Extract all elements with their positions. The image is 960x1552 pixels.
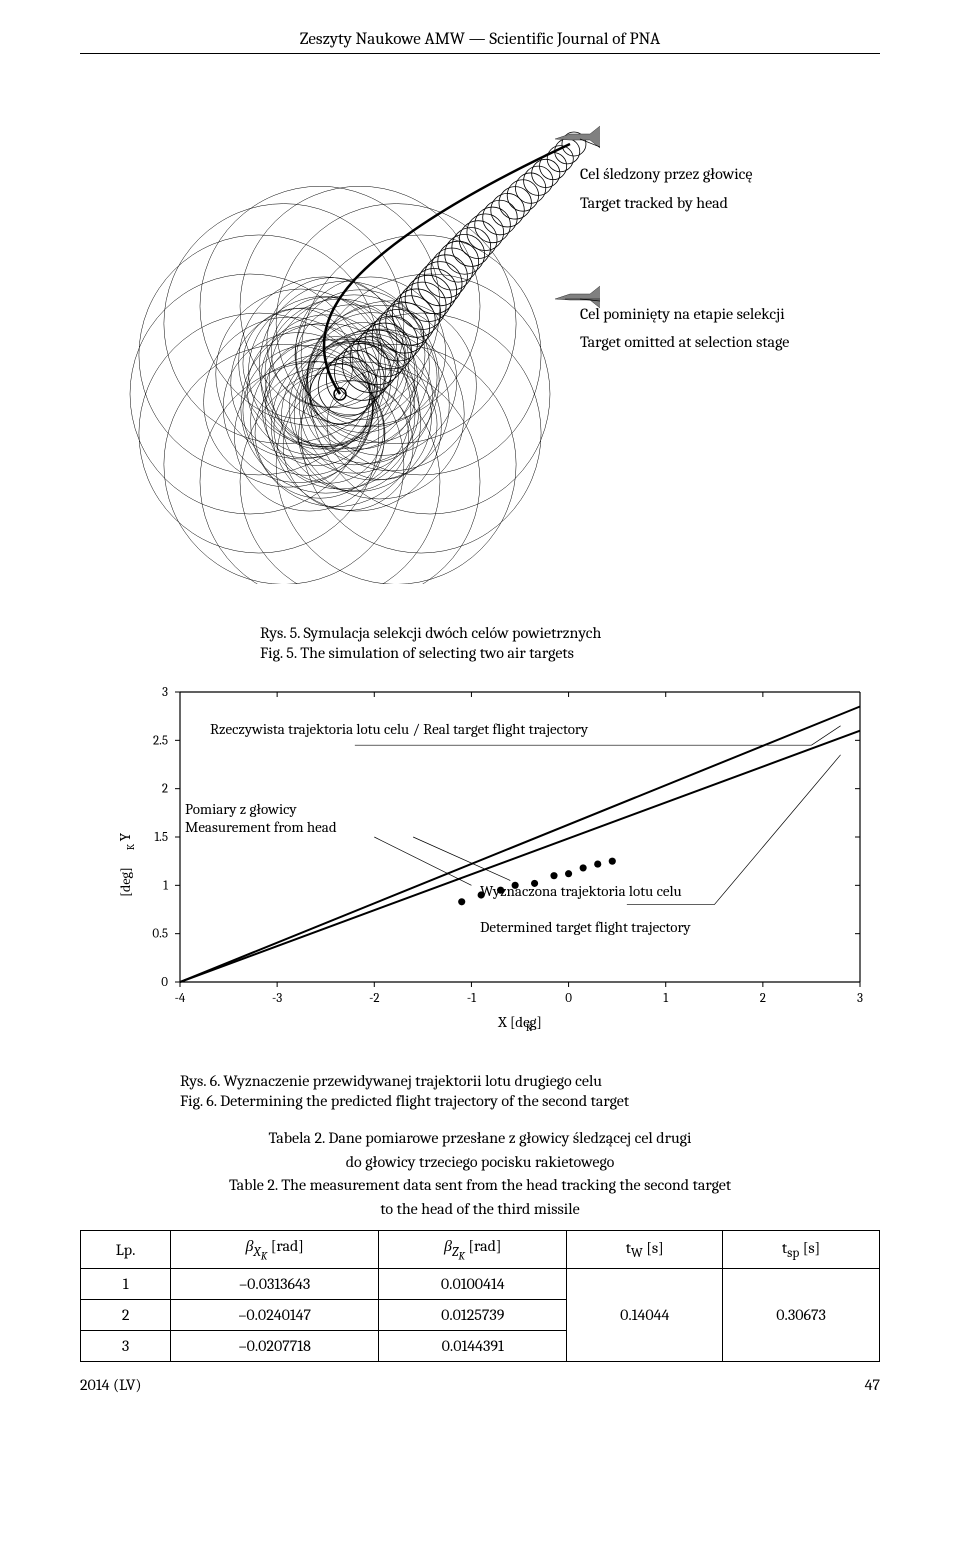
col-tsp: tsp [s] — [723, 1231, 880, 1269]
svg-text:-2: -2 — [369, 991, 379, 1006]
table-cell: –0.0240147 — [171, 1300, 379, 1331]
fig5-label-omitted-en: Target omitted at selection stage — [580, 332, 880, 353]
table2-caption-pl-a: Tabela 2. Dane pomiarowe przesłane z gło… — [80, 1128, 880, 1150]
svg-text:0: 0 — [565, 991, 572, 1006]
fig6-annot-det-pl: Wyznaczona trajektoria lotu celu — [480, 882, 682, 900]
col-lp: Lp. — [81, 1231, 171, 1269]
svg-text:1: 1 — [163, 878, 168, 893]
table-cell: 3 — [81, 1331, 171, 1362]
footer-right: 47 — [865, 1376, 880, 1394]
svg-text:X [deg]: X [deg] — [497, 1013, 542, 1031]
cell-tw: 0.14044 — [567, 1269, 723, 1362]
svg-text:K: K — [526, 1022, 533, 1034]
fig5-caption: Rys. 5. Symulacja selekcji dwóch celów p… — [140, 624, 880, 662]
table-cell: –0.0207718 — [171, 1331, 379, 1362]
fig6-caption-pl: Rys. 6. Wyznaczenie przewidywanej trajek… — [180, 1072, 880, 1090]
col-beta-z: βZK [rad] — [379, 1231, 567, 1269]
fig6-caption-en: Fig. 6. Determining the predicted flight… — [180, 1092, 880, 1110]
fig5-label-tracked: Cel śledzony przez głowicę Target tracke… — [580, 164, 880, 214]
footer-left: 2014 (LV) — [80, 1376, 142, 1394]
svg-text:-1: -1 — [467, 991, 476, 1006]
table2-caption: Tabela 2. Dane pomiarowe przesłane z gło… — [80, 1128, 880, 1220]
cell-tsp: 0.30673 — [723, 1269, 880, 1362]
fig5-caption-en: Fig. 5. The simulation of selecting two … — [260, 644, 880, 662]
page-footer: 2014 (LV) 47 — [80, 1376, 880, 1394]
svg-text:2: 2 — [162, 782, 168, 797]
table-cell: 0.0100414 — [379, 1269, 567, 1300]
table2-caption-pl-b: do głowicy trzeciego pocisku rakietowego — [80, 1152, 880, 1174]
svg-text:1.5: 1.5 — [154, 830, 168, 845]
fig5-label-omitted-pl: Cel pominięty na etapie selekcji — [580, 304, 880, 325]
svg-text:K: K — [125, 843, 137, 850]
fig5-diagram-svg — [80, 84, 600, 584]
fig5-label-tracked-pl: Cel śledzony przez głowicę — [580, 164, 880, 185]
svg-text:[deg]: [deg] — [117, 867, 134, 897]
svg-text:3: 3 — [857, 991, 863, 1006]
col-lp-text: Lp. — [116, 1241, 136, 1259]
fig5-labels: Cel śledzony przez głowicę Target tracke… — [580, 164, 880, 361]
fig6-annot-meas: Pomiary z głowicy Measurement from head — [185, 800, 337, 836]
svg-text:Y: Y — [116, 832, 134, 841]
fig5-caption-pl: Rys. 5. Symulacja selekcji dwóch celów p… — [260, 624, 880, 642]
svg-text:-3: -3 — [272, 991, 282, 1006]
table-cell: 0.0144391 — [379, 1331, 567, 1362]
svg-text:0: 0 — [161, 975, 168, 990]
col-tw: tW [s] — [567, 1231, 723, 1269]
fig5-label-tracked-en: Target tracked by head — [580, 193, 880, 214]
table2-caption-en-b: to the head of the third missile — [80, 1199, 880, 1221]
svg-text:3: 3 — [162, 685, 168, 700]
journal-header: Zeszyty Naukowe AMW — Scientific Journal… — [80, 30, 880, 54]
fig5-label-omitted: Cel pominięty na etapie selekcji Target … — [580, 304, 880, 354]
fig6-annot-det-en: Determined target flight trajectory — [480, 918, 691, 936]
fig6-annot-real: Rzeczywista trajektoria lotu celu / Real… — [210, 720, 588, 738]
figure-5: Cel śledzony przez głowicę Target tracke… — [80, 84, 880, 604]
svg-text:1: 1 — [663, 991, 668, 1006]
table-header-row: Lp. βXK [rad] βZK [rad] tW [s] tsp [s] — [81, 1231, 880, 1269]
fig6-caption: Rys. 6. Wyznaczenie przewidywanej trajek… — [80, 1072, 880, 1110]
table-row: 1–0.03136430.01004140.140440.30673 — [81, 1269, 880, 1300]
svg-text:0.5: 0.5 — [152, 927, 168, 942]
table-cell: –0.0313643 — [171, 1269, 379, 1300]
fig6-annot-meas-pl: Pomiary z głowicy — [185, 800, 297, 818]
svg-text:-4: -4 — [175, 991, 186, 1006]
table2-caption-en-a: Table 2. The measurement data sent from … — [80, 1175, 880, 1197]
table-cell: 1 — [81, 1269, 171, 1300]
fig6-annot-meas-en: Measurement from head — [185, 818, 337, 836]
col-beta-x: βXK [rad] — [171, 1231, 379, 1269]
table-cell: 0.0125739 — [379, 1300, 567, 1331]
svg-text:2: 2 — [760, 991, 766, 1006]
table-cell: 2 — [81, 1300, 171, 1331]
figure-6: -4-3-2-1012300.511.522.53X [deg]KYK[deg]… — [80, 682, 880, 1062]
svg-text:2.5: 2.5 — [153, 733, 168, 748]
table-2: Lp. βXK [rad] βZK [rad] tW [s] tsp [s] 1… — [80, 1230, 880, 1362]
fig6-annot-det: Wyznaczona trajektoria lotu celu Determi… — [480, 882, 691, 936]
